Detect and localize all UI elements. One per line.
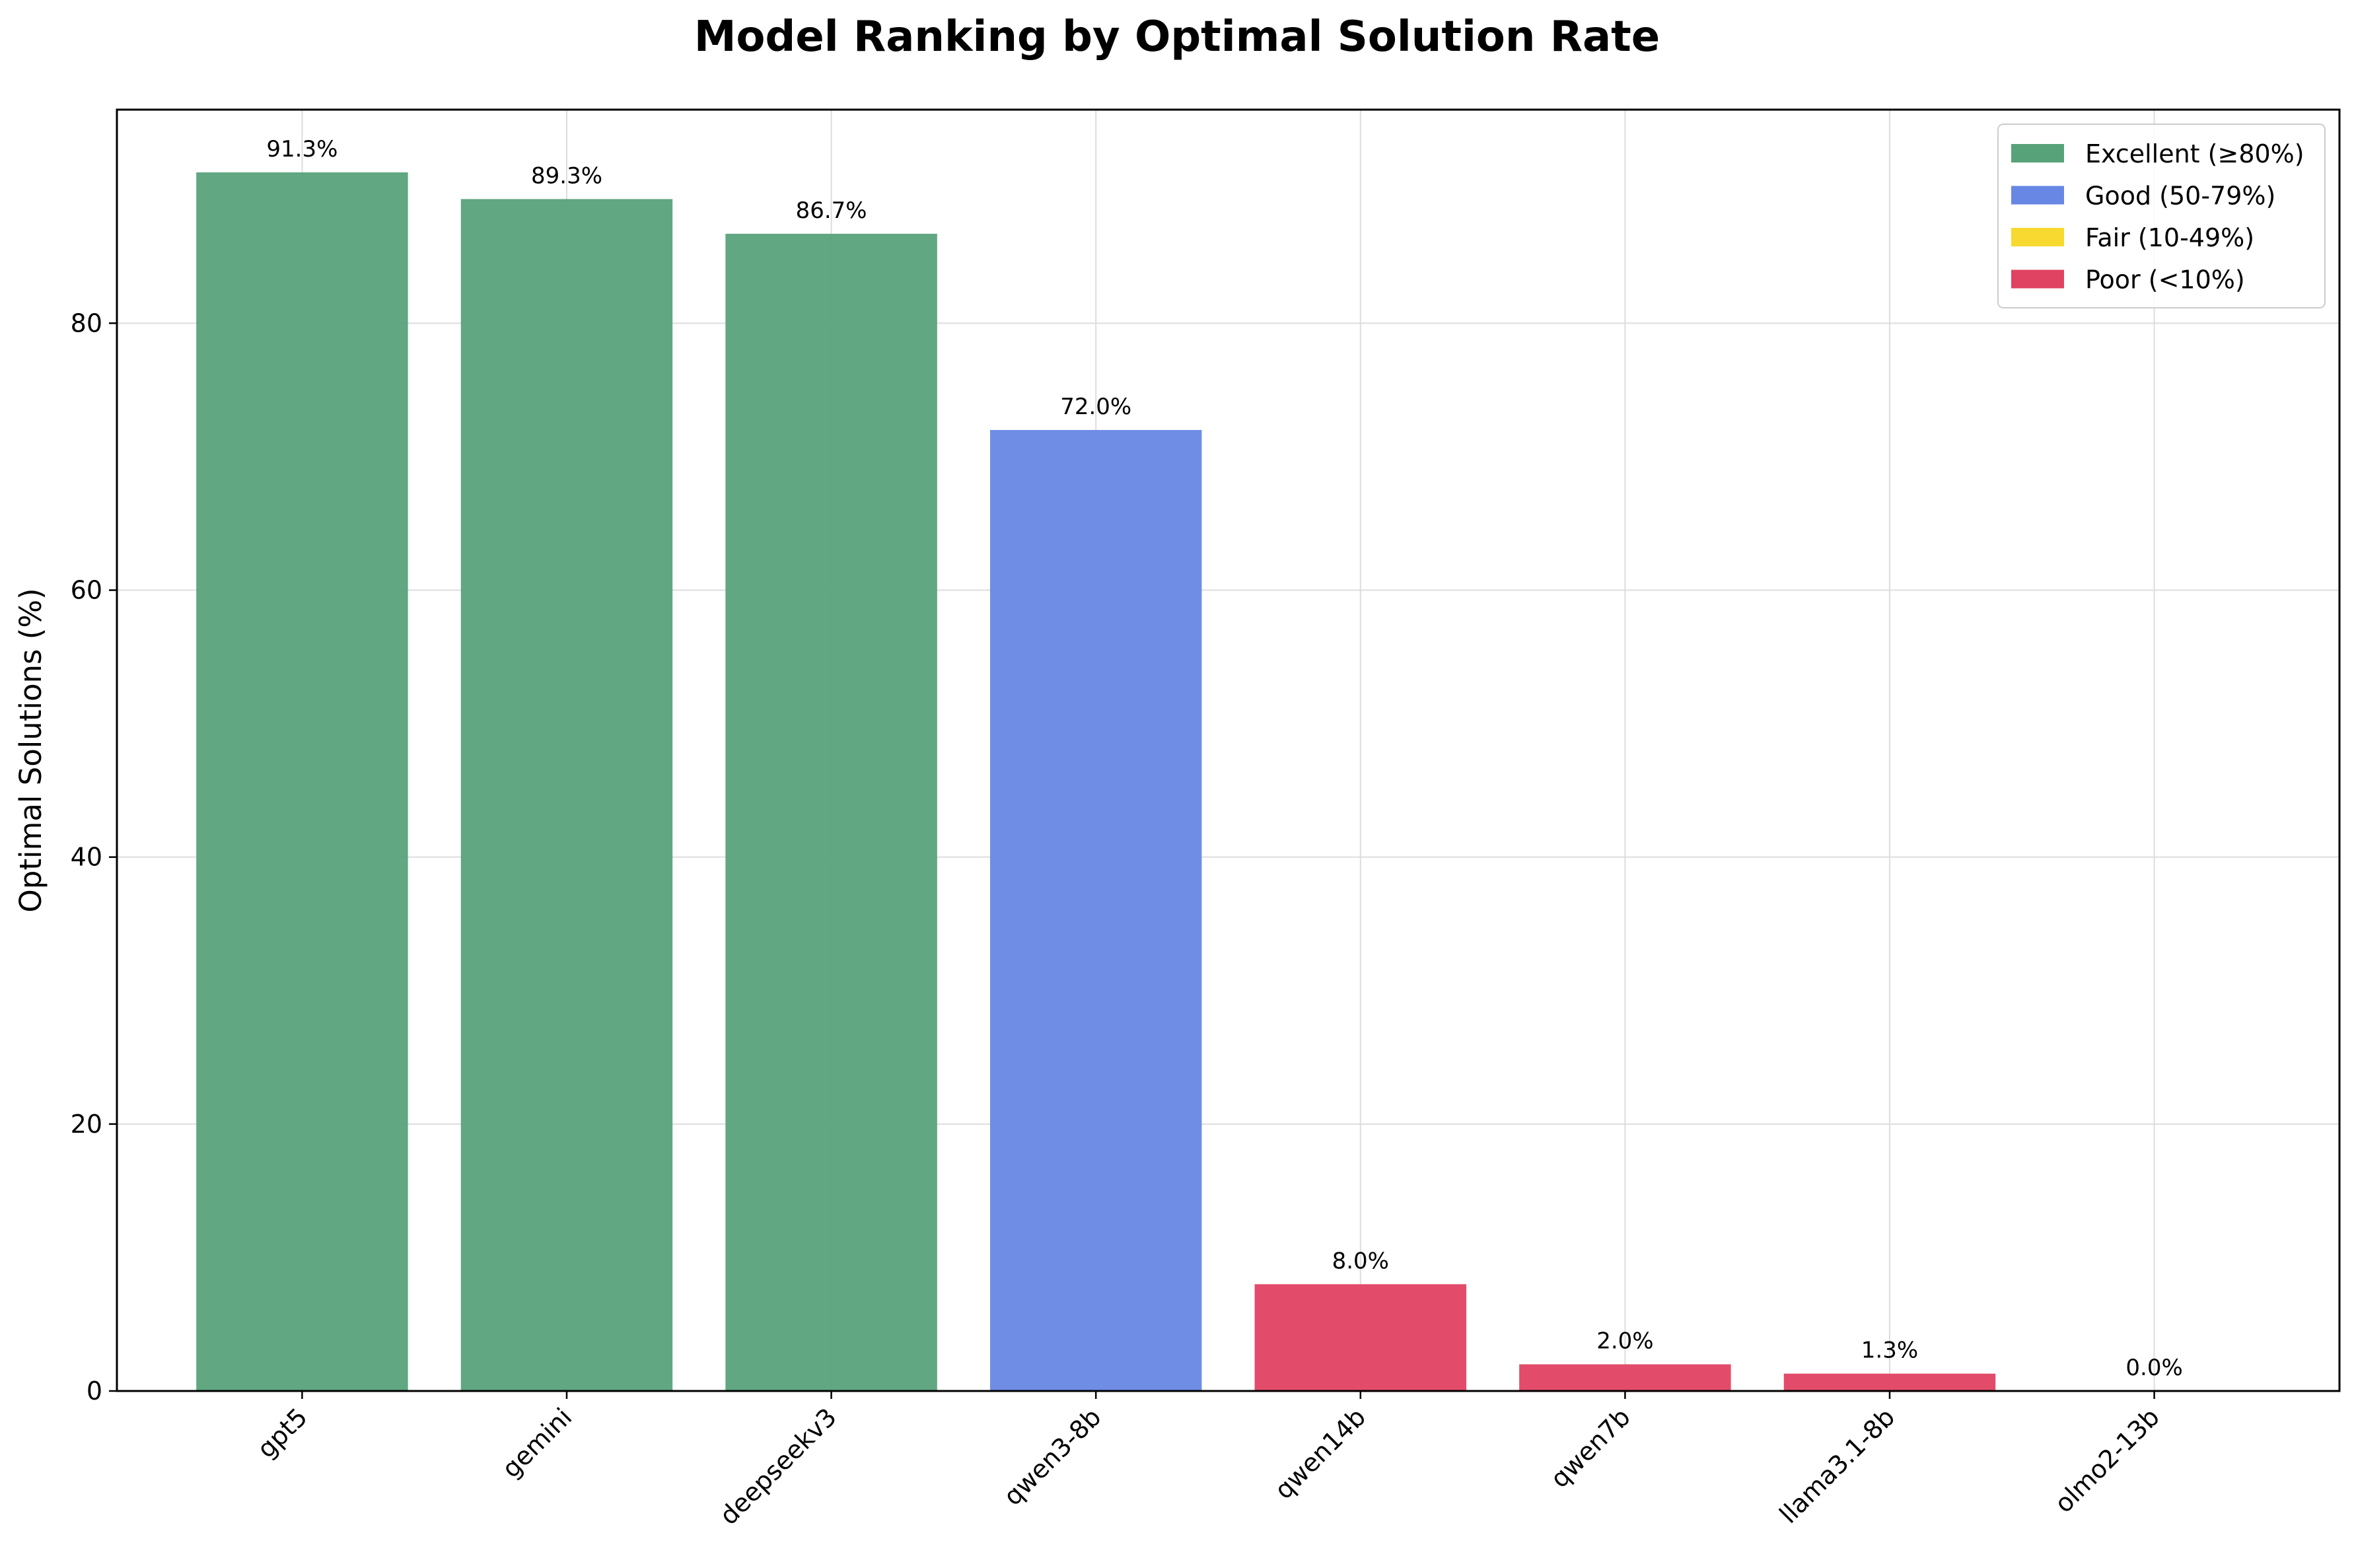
y-axis-label: Optimal Solutions (%)	[13, 588, 48, 912]
bar-deepseekv3	[725, 233, 937, 1391]
value-label: 0.0%	[2125, 1355, 2182, 1381]
bar-gpt5	[196, 172, 408, 1392]
value-label: 72.0%	[1060, 394, 1131, 420]
legend-label-good: Good (50-79%)	[2085, 182, 2275, 211]
value-label: 1.3%	[1861, 1337, 1918, 1364]
bars	[196, 172, 1996, 1392]
legend-swatch-fair	[2011, 228, 2064, 246]
value-label: 89.3%	[531, 162, 602, 189]
chart-title: Model Ranking by Optimal Solution Rate	[694, 13, 1660, 61]
legend-label-fair: Fair (10-49%)	[2085, 223, 2254, 252]
y-tick-label: 0	[87, 1376, 102, 1406]
y-tick-label: 40	[71, 843, 102, 872]
bar-qwen7b	[1519, 1364, 1731, 1391]
y-tick-label: 60	[71, 576, 102, 605]
y-tick-label: 80	[71, 308, 102, 338]
value-label: 8.0%	[1332, 1248, 1389, 1274]
legend-label-excellent: Excellent (≥80%)	[2085, 139, 2304, 168]
legend-swatch-poor	[2011, 269, 2064, 289]
plot-frame	[116, 108, 2341, 1392]
value-label: 91.3%	[266, 136, 338, 162]
value-label: 2.0%	[1596, 1328, 1653, 1355]
bar-llama3.1-8b	[1783, 1373, 1996, 1391]
legend-swatch-good	[2011, 186, 2064, 205]
y-tick-label: 20	[71, 1110, 102, 1139]
value-labels: 91.3% 89.3% 86.7% 72.0% 8.0% 2.0% 1.3% 0.0%	[266, 136, 2182, 1381]
legend-box	[1997, 124, 2326, 308]
bar-qwen14b	[1254, 1284, 1467, 1391]
legend-label-poor: Poor (<10%)	[2085, 266, 2245, 295]
value-label: 86.7%	[796, 197, 867, 224]
bar-qwen3-8b	[989, 430, 1202, 1391]
legend-swatch-excellent	[2011, 144, 2064, 162]
legend: Excellent (≥80%) Good (50-79%) Fair (10-49…	[1997, 124, 2326, 308]
y-axis: 0 20 40 60 80	[71, 308, 117, 1406]
bar-gemini	[460, 199, 673, 1391]
